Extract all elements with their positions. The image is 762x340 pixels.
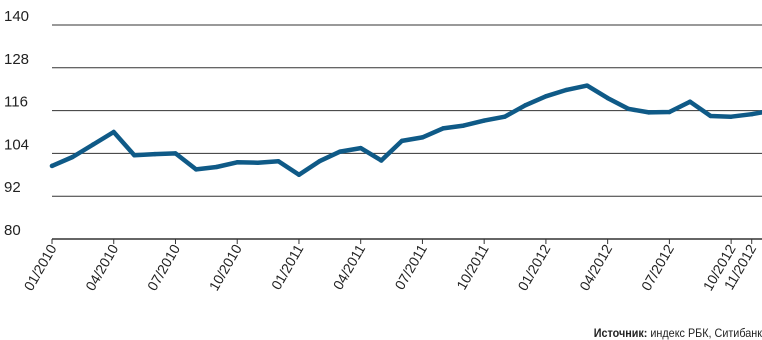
data-point xyxy=(214,164,219,170)
data-point xyxy=(626,106,631,112)
data-point xyxy=(399,138,405,144)
data-point xyxy=(708,113,713,119)
y-tick-label: 116 xyxy=(4,94,28,111)
data-point xyxy=(461,123,466,128)
data-point xyxy=(687,99,693,104)
data-point xyxy=(152,151,158,157)
data-point xyxy=(276,159,281,164)
x-tick-label: 10/2011 xyxy=(453,241,492,292)
x-tick-label: 10/2010 xyxy=(206,241,245,293)
data-point xyxy=(337,149,343,154)
x-tick-label: 01/2010 xyxy=(20,241,59,293)
data-point xyxy=(440,126,446,131)
data-point xyxy=(296,172,302,177)
data-point xyxy=(543,94,549,99)
data-point xyxy=(420,135,425,140)
data-point xyxy=(584,83,590,88)
source-label: Источник: xyxy=(593,326,648,340)
x-tick-label: 07/2010 xyxy=(144,241,183,293)
data-point xyxy=(49,163,55,169)
data-point xyxy=(235,160,240,165)
x-tick-label: 04/2012 xyxy=(576,241,615,293)
data-point xyxy=(564,87,569,93)
data-point xyxy=(523,103,528,108)
data-point xyxy=(255,160,260,165)
x-tick-label: 01/2012 xyxy=(514,241,553,293)
y-tick-label: 128 xyxy=(4,51,29,68)
data-point xyxy=(173,151,178,156)
source-text: индекс РБК, Ситибанк xyxy=(647,326,762,340)
data-point xyxy=(358,145,363,151)
x-axis: 01/2010 04/2010 07/2010 10/2010 01/2011 04/20… xyxy=(20,239,759,293)
x-tick-label: 04/2011 xyxy=(330,241,369,292)
grid-lines xyxy=(52,24,762,240)
data-point xyxy=(728,114,734,119)
data-point xyxy=(646,110,652,115)
series-line xyxy=(49,83,762,178)
series-layer xyxy=(49,83,762,178)
data-point xyxy=(481,118,487,123)
y-tick-label: 104 xyxy=(4,136,29,153)
data-point xyxy=(90,142,96,147)
y-axis: 80 92 104 116 128 140 xyxy=(4,8,29,239)
x-tick-label: 07/2011 xyxy=(391,241,430,292)
x-tick-label: 01/2011 xyxy=(268,241,307,292)
data-point xyxy=(70,154,75,160)
data-point xyxy=(502,114,507,119)
x-tick-label: 07/2012 xyxy=(638,241,677,293)
data-point xyxy=(379,158,384,163)
source-note: Источник: индекс РБК, Ситибанк xyxy=(594,326,762,340)
data-point xyxy=(132,152,137,158)
data-point xyxy=(605,95,610,101)
y-tick-label: 80 xyxy=(4,222,21,239)
data-point xyxy=(749,111,754,117)
data-point xyxy=(317,159,322,164)
data-point xyxy=(111,129,116,135)
x-tick-label: 04/2010 xyxy=(82,241,121,293)
data-point xyxy=(193,167,199,172)
y-tick-label: 92 xyxy=(4,179,21,196)
data-point xyxy=(759,110,762,115)
data-point xyxy=(667,109,672,115)
y-tick-label: 140 xyxy=(4,8,29,25)
